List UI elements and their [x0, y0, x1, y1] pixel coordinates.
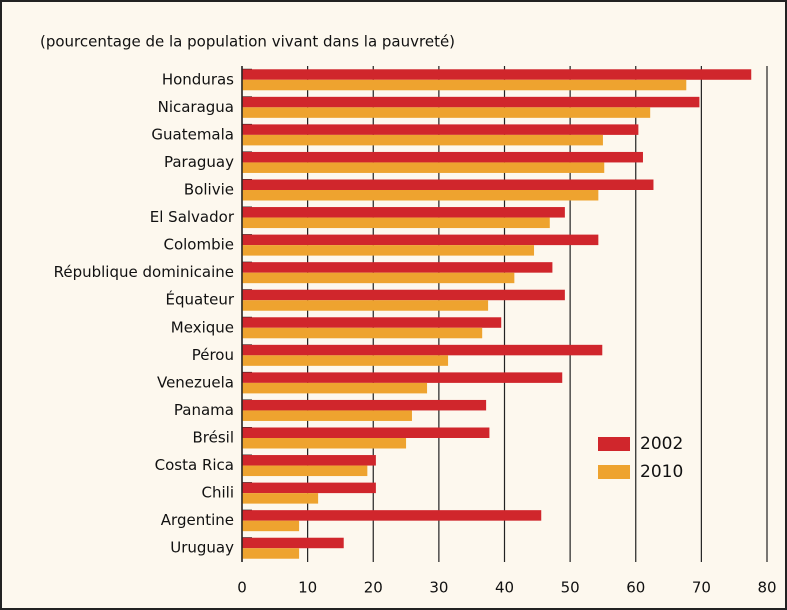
y-tick-label: Argentine — [161, 511, 234, 529]
x-tick-label: 60 — [626, 579, 645, 597]
x-tick-label: 0 — [237, 579, 247, 597]
bar — [242, 124, 639, 135]
y-tick-label: Colombie — [163, 236, 234, 254]
bar — [242, 455, 376, 466]
bar — [242, 317, 502, 328]
legend-label: 2010 — [640, 462, 683, 482]
x-tick-label: 40 — [495, 579, 514, 597]
bar — [242, 134, 603, 146]
legend-label: 2002 — [640, 434, 683, 454]
x-tick-label: 30 — [429, 579, 448, 597]
bar — [242, 410, 412, 421]
bar — [242, 234, 599, 246]
bar — [242, 79, 687, 91]
y-tick-label: Paraguay — [164, 153, 234, 171]
y-tick-label: Venezuela — [157, 373, 234, 391]
bar — [242, 300, 489, 311]
bar — [242, 162, 605, 173]
bar — [242, 520, 300, 532]
x-tick-label: 20 — [364, 579, 383, 597]
y-tick-label: Panama — [174, 401, 234, 419]
bar — [242, 272, 515, 284]
bar — [242, 438, 407, 449]
y-tick-label: Nicaragua — [158, 98, 234, 116]
legend-swatch — [598, 437, 630, 451]
y-tick-label: République dominicaine — [54, 263, 234, 281]
x-tick-label: 50 — [561, 579, 580, 597]
y-tick-label: Bolivie — [184, 181, 234, 199]
y-tick-label: Brésil — [192, 429, 234, 447]
y-tick-label: Costa Rica — [155, 456, 234, 474]
bar — [242, 355, 449, 366]
bar — [242, 510, 542, 521]
bar — [242, 190, 599, 201]
chart-subtitle: (pourcentage de la population vivant dan… — [40, 33, 455, 51]
legend-swatch — [598, 465, 630, 479]
bar — [242, 217, 550, 229]
y-tick-label: Honduras — [162, 70, 234, 88]
y-tick-label: El Salvador — [150, 208, 235, 226]
x-tick-label: 10 — [298, 579, 317, 597]
y-tick-label: Uruguay — [170, 539, 234, 557]
bar — [242, 382, 428, 394]
y-tick-label: Chili — [202, 484, 234, 502]
x-tick-label: 80 — [757, 579, 776, 597]
bar — [242, 493, 319, 504]
bar — [242, 179, 654, 190]
bar — [242, 399, 487, 411]
bar — [242, 372, 563, 383]
bar — [242, 548, 300, 559]
bar — [242, 482, 376, 494]
bar — [242, 289, 565, 301]
bar — [242, 107, 651, 118]
bar — [242, 327, 483, 339]
y-tick-label: Pérou — [192, 346, 234, 364]
bar — [242, 344, 603, 356]
bar — [242, 537, 344, 549]
bar — [242, 245, 535, 256]
bar — [242, 69, 752, 80]
x-tick-label: 70 — [692, 579, 711, 597]
y-tick-label: Mexique — [171, 318, 234, 336]
bar — [242, 207, 565, 218]
bar — [242, 465, 368, 477]
bar — [242, 96, 700, 108]
bar — [242, 427, 490, 438]
bar — [242, 151, 643, 163]
y-tick-label: Équateur — [166, 290, 235, 309]
bar — [242, 262, 553, 273]
y-tick-label: Guatemala — [151, 125, 234, 143]
